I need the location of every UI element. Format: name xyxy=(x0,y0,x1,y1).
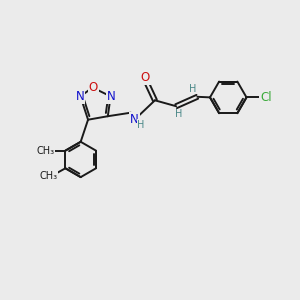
Text: H: H xyxy=(189,83,197,94)
Text: CH₃: CH₃ xyxy=(37,146,55,156)
Text: N: N xyxy=(76,90,84,103)
Text: O: O xyxy=(46,169,55,182)
Text: N: N xyxy=(130,113,139,126)
Text: Cl: Cl xyxy=(260,91,272,104)
Text: O: O xyxy=(141,71,150,84)
Text: H: H xyxy=(137,120,145,130)
Text: O: O xyxy=(43,144,52,157)
Text: O: O xyxy=(88,81,98,94)
Text: CH₃: CH₃ xyxy=(40,171,58,181)
Text: N: N xyxy=(107,90,116,103)
Text: H: H xyxy=(176,110,183,119)
